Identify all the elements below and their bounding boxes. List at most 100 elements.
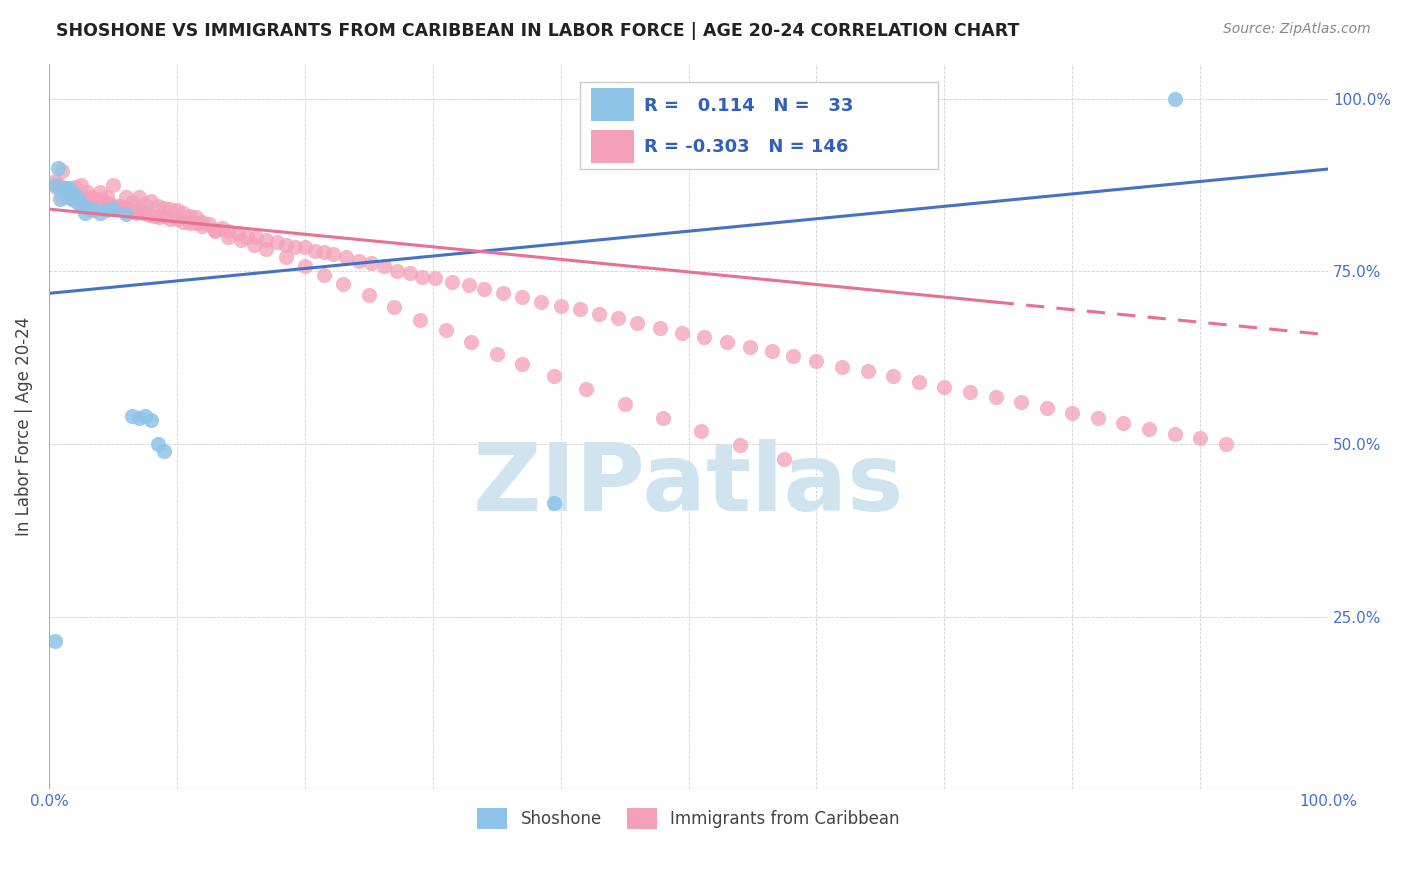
- Point: [204, 223, 226, 237]
- Point: [59, 188, 82, 202]
- Point: [44, 174, 66, 188]
- Point: [138, 208, 160, 222]
- Point: [97, 199, 120, 213]
- Point: [56, 185, 79, 199]
- Point: [153, 209, 176, 223]
- Point: [76, 189, 98, 203]
- Point: [335, 251, 357, 265]
- Point: [62, 192, 84, 206]
- Point: [166, 203, 188, 218]
- Point: [1163, 426, 1185, 441]
- Point: [58, 188, 80, 202]
- Point: [45, 181, 67, 195]
- Point: [44, 178, 66, 192]
- Point: [312, 268, 335, 282]
- Point: [236, 229, 259, 244]
- Point: [63, 188, 86, 202]
- Point: [425, 271, 447, 285]
- Point: [94, 195, 117, 210]
- Point: [738, 340, 761, 354]
- Point: [385, 264, 408, 278]
- Point: [472, 281, 495, 295]
- Point: [121, 409, 143, 424]
- Point: [530, 295, 553, 310]
- Point: [96, 203, 118, 218]
- Point: [76, 201, 98, 215]
- Point: [274, 251, 297, 265]
- Point: [128, 189, 150, 203]
- Point: [141, 413, 163, 427]
- Point: [693, 330, 716, 344]
- Point: [959, 385, 981, 400]
- Point: [134, 409, 156, 424]
- Point: [69, 196, 91, 211]
- Point: [934, 380, 956, 394]
- Point: [121, 203, 143, 218]
- Point: [831, 359, 853, 374]
- Point: [166, 212, 188, 227]
- Point: [128, 410, 150, 425]
- Point: [79, 202, 101, 216]
- Point: [110, 199, 132, 213]
- Point: [607, 311, 630, 326]
- Point: [179, 216, 201, 230]
- Point: [86, 193, 108, 207]
- Text: SHOSHONE VS IMMIGRANTS FROM CARIBBEAN IN LABOR FORCE | AGE 20-24 CORRELATION CHA: SHOSHONE VS IMMIGRANTS FROM CARIBBEAN IN…: [56, 22, 1019, 40]
- Point: [626, 316, 648, 330]
- Point: [1137, 422, 1160, 436]
- Point: [114, 202, 136, 216]
- Point: [114, 189, 136, 203]
- Point: [1062, 406, 1084, 420]
- Point: [142, 209, 165, 223]
- Point: [671, 326, 693, 341]
- Point: [191, 219, 214, 234]
- Point: [409, 312, 432, 326]
- Point: [101, 178, 124, 192]
- Point: [773, 452, 796, 467]
- Point: [357, 288, 380, 302]
- Point: [728, 438, 751, 452]
- Point: [67, 192, 90, 206]
- Point: [55, 181, 77, 195]
- Point: [550, 299, 572, 313]
- Point: [510, 291, 533, 305]
- Point: [73, 192, 96, 206]
- Point: [69, 191, 91, 205]
- Point: [217, 224, 239, 238]
- Point: [82, 191, 104, 205]
- Point: [312, 244, 335, 259]
- Point: [650, 321, 672, 335]
- Point: [83, 192, 105, 206]
- Point: [121, 195, 143, 210]
- Point: [134, 196, 156, 211]
- Point: [907, 375, 929, 389]
- Point: [856, 364, 879, 378]
- Point: [782, 349, 804, 363]
- Point: [1215, 437, 1237, 451]
- Point: [153, 201, 176, 215]
- Point: [485, 347, 508, 361]
- Point: [1035, 401, 1057, 415]
- Point: [242, 238, 264, 252]
- Point: [457, 278, 479, 293]
- Point: [125, 205, 148, 219]
- Point: [141, 194, 163, 208]
- Point: [588, 307, 610, 321]
- Point: [117, 202, 139, 216]
- Point: [105, 199, 128, 213]
- Point: [56, 183, 79, 197]
- Point: [294, 259, 316, 273]
- Point: [229, 233, 252, 247]
- Point: [48, 178, 70, 192]
- Point: [1087, 410, 1109, 425]
- Point: [211, 221, 233, 235]
- Point: [51, 164, 73, 178]
- Point: [217, 229, 239, 244]
- Point: [1010, 395, 1032, 409]
- Point: [575, 382, 598, 396]
- Text: Source: ZipAtlas.com: Source: ZipAtlas.com: [1223, 22, 1371, 37]
- Point: [245, 229, 267, 244]
- Point: [1189, 431, 1212, 445]
- Point: [322, 247, 344, 261]
- Point: [100, 196, 122, 211]
